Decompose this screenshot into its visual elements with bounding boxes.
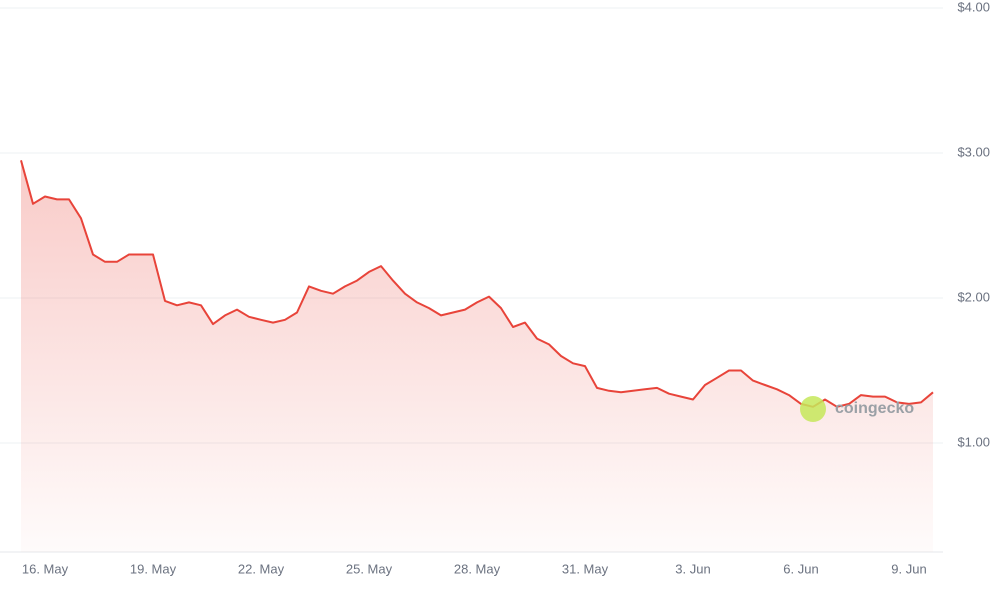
- y-tick-label: $1.00: [957, 434, 990, 449]
- price-line: [20, 160, 934, 408]
- x-tick-label: 31. May: [562, 561, 609, 576]
- watermark-logo: [800, 396, 826, 422]
- x-tick-label: 22. May: [238, 561, 285, 576]
- x-tick-label: 9. Jun: [891, 561, 926, 576]
- watermark: coingecko: [800, 396, 914, 422]
- x-tick-label: 25. May: [346, 561, 393, 576]
- area-fill: [21, 160, 933, 553]
- x-tick-label: 19. May: [130, 561, 177, 576]
- y-tick-label: $3.00: [957, 144, 990, 159]
- x-tick-label: 16. May: [22, 561, 69, 576]
- x-tick-label: 3. Jun: [675, 561, 710, 576]
- x-tick-label: 6. Jun: [783, 561, 818, 576]
- y-tick-label: $4.00: [957, 0, 990, 14]
- x-tick-label: 28. May: [454, 561, 501, 576]
- watermark-text: coingecko: [835, 400, 914, 417]
- y-tick-label: $2.00: [957, 289, 990, 304]
